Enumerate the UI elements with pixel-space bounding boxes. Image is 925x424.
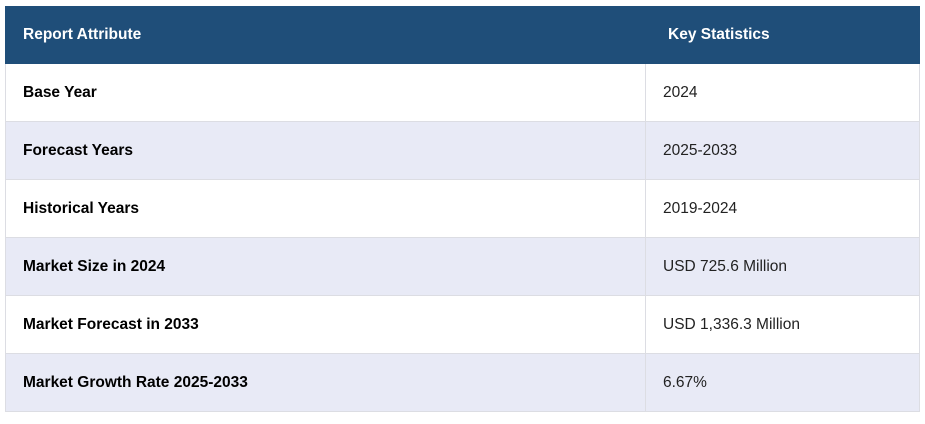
attribute-cell: Historical Years bbox=[5, 179, 646, 238]
stats-table: Report Attribute Key Statistics Base Year… bbox=[5, 6, 920, 412]
table-row: Market Growth Rate 2025-2033 6.67% bbox=[5, 353, 920, 412]
table-row: Forecast Years 2025-2033 bbox=[5, 121, 920, 180]
table-body: Base Year 2024 Forecast Years 2025-2033 Hist… bbox=[5, 63, 920, 412]
statistic-cell: USD 725.6 Million bbox=[645, 237, 920, 296]
attribute-cell: Forecast Years bbox=[5, 121, 646, 180]
statistic-cell: 2025-2033 bbox=[645, 121, 920, 180]
table-row: Market Size in 2024 USD 725.6 Million bbox=[5, 237, 920, 296]
attribute-cell: Market Forecast in 2033 bbox=[5, 295, 646, 354]
attribute-cell: Base Year bbox=[5, 63, 646, 122]
attribute-cell: Market Size in 2024 bbox=[5, 237, 646, 296]
table-header: Report Attribute Key Statistics bbox=[5, 6, 920, 64]
table-row: Market Forecast in 2033 USD 1,336.3 Milli… bbox=[5, 295, 920, 354]
statistic-cell: 2019-2024 bbox=[645, 179, 920, 238]
statistic-cell: 2024 bbox=[645, 63, 920, 122]
attribute-cell: Market Growth Rate 2025-2033 bbox=[5, 353, 646, 412]
statistic-cell: 6.67% bbox=[645, 353, 920, 412]
statistic-cell: USD 1,336.3 Million bbox=[645, 295, 920, 354]
header-row: Report Attribute Key Statistics bbox=[5, 6, 920, 64]
table-row: Base Year 2024 bbox=[5, 63, 920, 122]
header-cell: Report Attribute bbox=[5, 6, 646, 64]
table-row: Historical Years 2019-2024 bbox=[5, 179, 920, 238]
header-cell: Key Statistics bbox=[645, 6, 920, 64]
